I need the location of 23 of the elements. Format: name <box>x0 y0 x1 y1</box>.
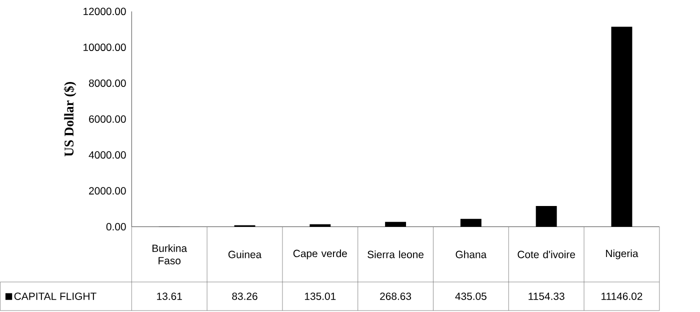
y-tick-label: 12000.00 <box>84 8 126 16</box>
x-tick-label: Nigeria <box>606 250 638 260</box>
x-tick-label: Burkina Faso <box>152 244 188 265</box>
x-tick-label: Sierra leone <box>368 250 424 258</box>
y-tick-label: 0.00 <box>106 223 126 231</box>
y-tick-label: 6000.00 <box>89 116 126 124</box>
data-label: 11146.02 <box>602 292 642 300</box>
data-label: 435.05 <box>455 292 486 300</box>
data-label: 268.63 <box>380 292 412 300</box>
y-tick-label: 10000.00 <box>84 44 126 52</box>
y-tick-label: 8000.00 <box>88 80 126 88</box>
data-label: 13.61 <box>157 292 182 300</box>
x-tick-label: Cote d'ivoire <box>518 250 576 258</box>
y-tick-label: 4000.00 <box>88 152 126 159</box>
data-label: 1154.33 <box>528 292 564 300</box>
x-tick-label: Guinea <box>228 250 262 258</box>
y-axis-title: US Dollar ($) <box>64 82 76 157</box>
legend-label: CAPITAL FLIGHT <box>14 292 96 300</box>
y-tick-label: 2000.00 <box>89 187 126 195</box>
x-tick-label: Ghana <box>456 250 487 258</box>
data-label: 135.01 <box>304 292 336 300</box>
data-label: 83.26 <box>232 292 258 300</box>
x-tick-label: Cape verde <box>293 250 347 260</box>
